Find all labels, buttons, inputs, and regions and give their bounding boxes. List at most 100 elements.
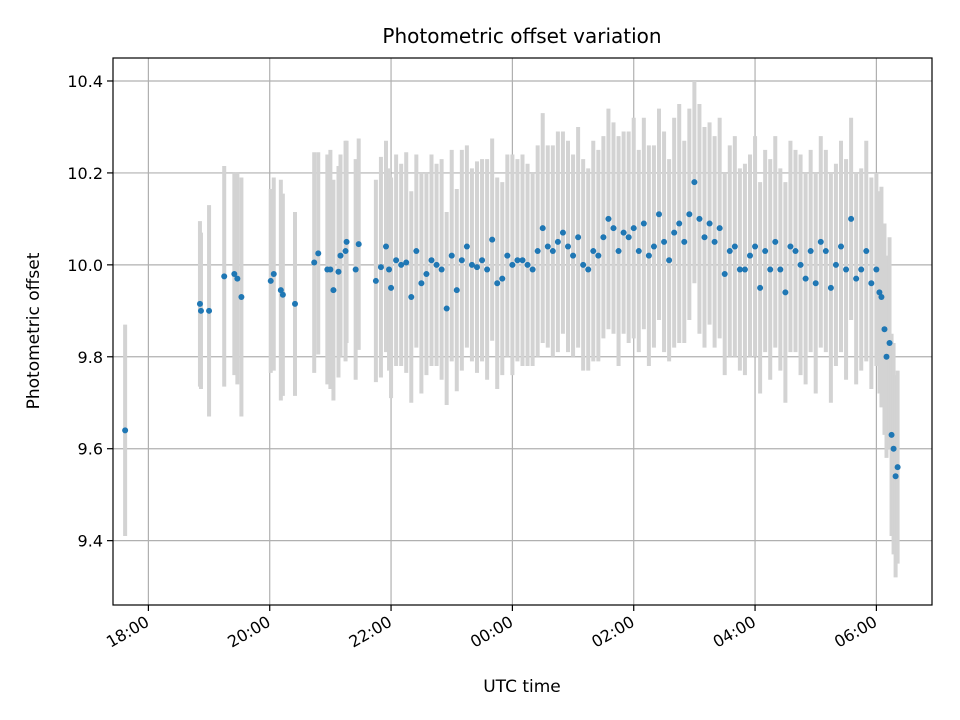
data-point — [479, 257, 486, 264]
data-point — [335, 268, 342, 275]
data-point — [196, 300, 203, 307]
data-point — [494, 280, 501, 287]
data-point — [890, 445, 897, 452]
data-point — [386, 266, 393, 273]
data-point — [509, 261, 516, 268]
y-tick-label: 9.8 — [78, 348, 103, 367]
data-point — [453, 287, 460, 294]
data-point — [565, 243, 571, 250]
data-point — [873, 266, 880, 273]
y-axis-ticks: 9.4 9.6 9.8 10.0 10.2 10.4 — [67, 72, 113, 551]
data-point — [468, 261, 475, 268]
data-point — [418, 280, 425, 287]
data-point — [610, 225, 617, 232]
data-point — [514, 257, 521, 264]
data-point — [787, 243, 794, 250]
data-point — [721, 271, 728, 278]
data-point — [681, 238, 688, 245]
data-point — [337, 252, 344, 259]
data-point — [843, 266, 850, 273]
data-point — [817, 238, 824, 245]
data-point — [661, 238, 668, 245]
data-point — [529, 266, 536, 273]
data-point — [383, 243, 389, 250]
data-point — [747, 252, 753, 259]
data-point — [645, 252, 652, 259]
plot-frame — [112, 57, 933, 606]
data-point — [797, 261, 804, 268]
data-point — [343, 238, 350, 245]
data-point — [549, 248, 556, 255]
data-point — [489, 236, 496, 243]
y-tick-label: 9.6 — [78, 440, 103, 459]
data-point — [559, 229, 566, 236]
data-point — [292, 300, 298, 307]
data-point — [650, 243, 657, 250]
data-point — [635, 248, 642, 255]
data-point — [691, 179, 698, 186]
data-point — [311, 259, 318, 266]
data-point — [206, 307, 213, 314]
data-point — [327, 266, 334, 273]
data-point — [590, 248, 597, 255]
data-point — [731, 243, 738, 250]
data-point — [762, 248, 769, 255]
data-point — [433, 261, 440, 268]
data-point — [605, 215, 612, 222]
data-point — [408, 294, 415, 301]
data-point — [822, 248, 829, 255]
data-point — [575, 234, 582, 241]
data-point — [772, 238, 779, 245]
data-point — [848, 215, 855, 222]
data-point — [696, 215, 703, 222]
data-point — [757, 284, 764, 291]
y-axis-label: Photometric offset — [24, 252, 44, 409]
data-point — [868, 280, 875, 287]
data-point — [726, 248, 733, 255]
data-point — [888, 431, 895, 438]
data-point — [122, 427, 129, 434]
data-point — [270, 271, 277, 278]
data-point — [504, 252, 511, 259]
data-point — [423, 271, 430, 278]
data-point — [640, 220, 647, 227]
data-point — [393, 257, 400, 264]
data-point — [863, 248, 870, 255]
data-point — [625, 234, 632, 241]
data-point — [279, 291, 286, 298]
data-point — [827, 284, 834, 291]
data-point — [736, 266, 743, 273]
data-point — [554, 238, 561, 245]
data-point — [802, 275, 809, 282]
data-point — [330, 287, 337, 294]
data-point — [458, 257, 465, 264]
data-point — [403, 259, 410, 266]
x-axis-label: UTC time — [483, 677, 561, 697]
data-point — [832, 261, 839, 268]
data-point — [894, 464, 901, 471]
y-tick-label: 10.0 — [67, 256, 103, 275]
data-point — [539, 225, 546, 232]
data-point — [355, 241, 362, 248]
data-point — [886, 339, 893, 346]
data-point — [585, 266, 592, 273]
data-point — [876, 289, 883, 296]
data-point — [878, 294, 885, 301]
data-point — [267, 277, 274, 284]
data-point — [883, 353, 890, 360]
data-point — [428, 257, 435, 264]
data-point — [580, 261, 587, 268]
data-point — [474, 264, 480, 271]
data-point — [342, 248, 349, 255]
data-point — [315, 250, 322, 257]
data-point — [277, 287, 284, 294]
data-point — [413, 248, 420, 255]
data-point — [524, 261, 531, 268]
data-point — [234, 275, 241, 282]
data-point — [807, 248, 814, 255]
data-point — [671, 229, 678, 236]
data-point — [352, 266, 359, 273]
data-point — [777, 266, 784, 273]
data-point — [620, 229, 627, 236]
